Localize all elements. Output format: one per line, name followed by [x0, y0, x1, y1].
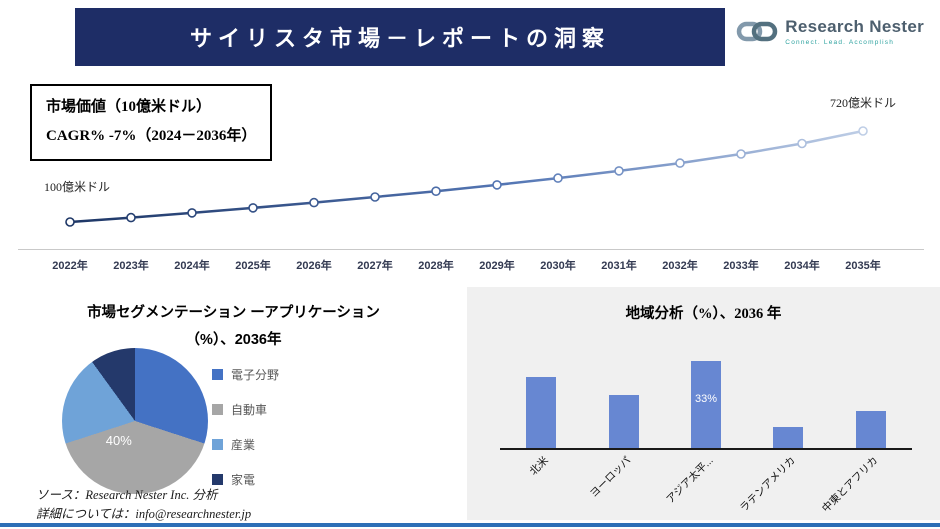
line-data-point	[675, 158, 685, 168]
year-label: 2035年	[845, 260, 881, 272]
market-value-line-chart	[65, 126, 868, 227]
bar-group: ヨーロッパ	[582, 358, 664, 500]
line-data-point	[65, 217, 75, 227]
application-segmentation-pie: 40%	[62, 348, 208, 494]
header-title-bar: サイリスタ市場－レポートの洞察	[75, 8, 725, 66]
year-label: 2034年	[784, 260, 820, 272]
bar-group: 中東とアフリカ	[820, 358, 912, 515]
line-data-point	[248, 203, 258, 213]
line-data-point	[553, 173, 563, 183]
legend-item: 家電	[212, 471, 279, 488]
year-label: 2028年	[418, 260, 454, 272]
line-data-point	[126, 212, 136, 223]
legend-swatch	[212, 404, 223, 415]
line-data-point	[370, 192, 380, 202]
year-label: 2022年	[52, 260, 88, 272]
pie-title-line1: 市場セグメンテーション ーアプリケーション	[87, 305, 380, 321]
year-label: 2026年	[296, 260, 332, 272]
logo-tagline: Connect. Lead. Accomplish	[785, 38, 895, 46]
line-end-value-label: 720億米ドル	[830, 96, 897, 110]
logo-name: Research Nester	[785, 16, 924, 36]
bar-category-label: ラテンアメリカ	[738, 454, 799, 515]
legend-item: 自動車	[212, 401, 279, 418]
bar	[526, 377, 557, 448]
bar-category-label: 中東とアフリカ	[820, 454, 881, 515]
line-data-point	[858, 126, 868, 136]
line-data-point	[431, 186, 441, 196]
bar	[855, 411, 886, 448]
year-label: 2033年	[723, 260, 759, 272]
bar-chart-title: 地域分析（%）、2036 年	[625, 306, 782, 322]
details-line: 詳細については：info@researchnester.jp	[36, 507, 252, 522]
bar-category-label: ヨーロッパ	[587, 454, 634, 501]
legend-label: 自動車	[231, 403, 268, 417]
legend-label: 電子分野	[231, 368, 280, 382]
bar-group: ラテンアメリカ	[738, 358, 829, 515]
year-label: 2025年	[235, 260, 271, 272]
pie-chart-title: 市場セグメンテーション ーアプリケーション （%）、2036年	[0, 300, 467, 354]
legend-label: 産業	[231, 438, 256, 452]
legend-item: 電子分野	[212, 366, 279, 383]
year-label: 2031年	[601, 260, 637, 272]
chain-link-logo-icon	[737, 21, 778, 42]
line-data-point	[492, 180, 502, 190]
page-title: サイリスタ市場－レポートの洞察	[189, 26, 610, 51]
line-markers	[65, 126, 868, 227]
market-value-info-box: 市場価値（10億米ドル） CAGR% -7%（2024－2036年）	[30, 84, 273, 161]
legend-item: 産業	[212, 436, 279, 453]
legend-swatch	[212, 474, 223, 485]
legend-swatch	[212, 369, 223, 380]
bar-category-label: 北米	[527, 454, 552, 478]
line-data-point	[736, 149, 746, 159]
year-label: 2029年	[479, 260, 515, 272]
year-label: 2030年	[540, 260, 576, 272]
year-label: 2024年	[174, 260, 210, 272]
year-label: 2032年	[662, 260, 698, 272]
year-label: 2023年	[113, 260, 149, 272]
line-start-value-label: 100億米ドル	[44, 180, 111, 194]
regional-bar-chart: 北米 ヨーロッパ 33% アジア太平... ラテンアメリカ 中東とアフリカ	[500, 358, 912, 515]
year-label: 2027年	[357, 260, 393, 272]
line-data-point	[309, 197, 319, 208]
pie-legend: 電子分野自動車産業家電	[212, 366, 279, 506]
pie-slice-label: 40%	[105, 432, 132, 448]
line-data-point	[797, 138, 807, 149]
cagr-label: CAGR% -7%（2024－2036年）	[46, 127, 257, 144]
source-note: ソース：Research Nester Inc. 分析 詳細については：info…	[36, 486, 251, 525]
line-data-point	[614, 166, 624, 176]
x-axis-line	[18, 249, 924, 250]
bar	[691, 361, 722, 448]
brand-logo: Research Nester Connect. Lead. Accomplis…	[736, 16, 924, 46]
bar	[773, 427, 804, 448]
market-value-label: 市場価値（10億米ドル）	[46, 99, 212, 115]
logo-text: Research Nester Connect. Lead. Accomplis…	[785, 17, 924, 46]
legend-label: 家電	[231, 473, 256, 487]
bar-value-label: 33%	[695, 393, 718, 406]
line-data-point	[187, 208, 197, 218]
bar-group: 33% アジア太平...	[664, 358, 747, 506]
legend-swatch	[212, 439, 223, 450]
x-axis-labels: 2022年 2023年 2024年 2025年 2026年 2027年 2028年 2029年…	[30, 257, 910, 273]
bottom-accent-line	[0, 523, 940, 527]
bar-category-label: アジア太平...	[664, 454, 716, 506]
bar	[608, 395, 639, 448]
pie-title-line2: （%）、2036年	[185, 331, 282, 348]
source-line: ソース：Research Nester Inc. 分析	[36, 488, 218, 502]
bar-group: 北米	[500, 358, 582, 478]
regional-analysis-panel: 地域分析（%）、2036 年 北米 ヨーロッパ 33% アジア太平... ラテンアメリカ…	[467, 287, 940, 520]
line-series-path	[69, 129, 864, 224]
